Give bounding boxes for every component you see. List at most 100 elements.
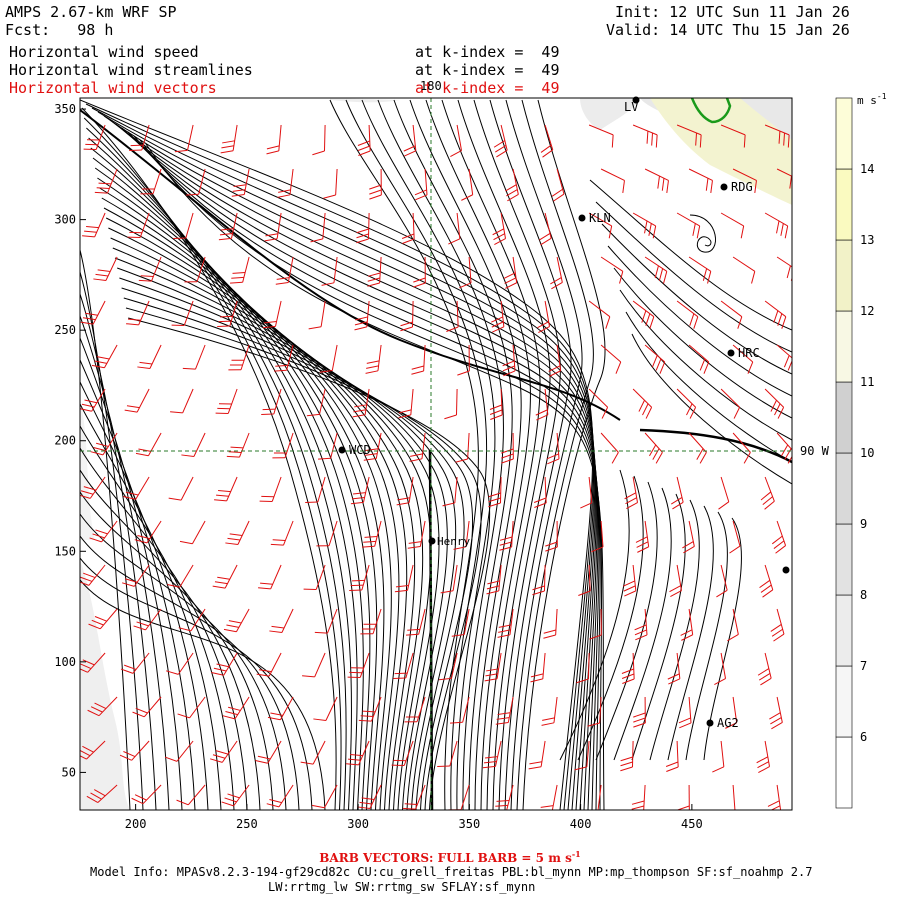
wind-barb: [550, 256, 563, 290]
init-time: Init: 12 UTC Sun 11 Jan 26: [615, 3, 850, 21]
streamline: [522, 99, 606, 810]
field-label-vectors: Horizontal wind vectors: [9, 79, 217, 97]
y-tick-label: 250: [54, 323, 76, 337]
wind-barb: [760, 476, 775, 510]
wind-barb: [459, 256, 472, 289]
wind-barb: [134, 520, 162, 544]
wind-barb: [140, 168, 162, 195]
station-KLN: KLN: [578, 211, 611, 225]
streamline: [595, 481, 658, 761]
x-tick-label: 350: [459, 817, 481, 831]
wind-barb: [394, 564, 414, 593]
wind-barb: [131, 784, 162, 805]
wind-barb: [222, 696, 250, 720]
wind-barb: [82, 212, 106, 238]
streamline: [631, 333, 792, 485]
wind-barb: [80, 740, 106, 760]
wind-barb: [184, 256, 206, 283]
colorbar-bin: [835, 523, 853, 596]
streamline: [80, 249, 131, 810]
wind-barb: [588, 388, 609, 419]
streamline: [516, 99, 594, 810]
wind-barb: [256, 652, 282, 677]
wind-barb: [759, 564, 774, 598]
wind-barb: [220, 124, 238, 154]
wind-barb: [600, 256, 624, 284]
streamline: [145, 143, 605, 810]
streamline: [80, 315, 170, 810]
wind-barb: [767, 784, 782, 810]
wind-barb: [720, 388, 741, 419]
x-tick-label: 250: [236, 817, 258, 831]
colorbar-bin: [835, 97, 853, 170]
wind-barb: [589, 608, 602, 640]
streamline: [489, 99, 572, 810]
streamline: [425, 99, 531, 810]
wind-barb: [80, 300, 106, 325]
wind-barb: [537, 300, 551, 334]
wind-barb: [138, 256, 162, 282]
wind-barb: [406, 608, 426, 636]
wind-barb: [357, 124, 371, 156]
wind-barb: [360, 608, 382, 635]
wind-barb: [718, 476, 730, 510]
streamline: [119, 277, 457, 810]
wind-barb: [362, 520, 382, 548]
streamline: [377, 99, 505, 810]
streamline: [121, 127, 599, 810]
colorbar-level-label: 11: [860, 375, 874, 389]
wind-barb: [137, 344, 162, 369]
streamline: [97, 177, 378, 810]
streamline: [631, 493, 686, 761]
wind-barb: [171, 300, 194, 326]
streamline: [94, 167, 371, 810]
wind-speed-contour: [690, 98, 732, 124]
wind-barb: [221, 784, 250, 807]
x-tick-label: 200: [125, 817, 147, 831]
streamline: [123, 297, 474, 810]
streamline: [80, 271, 144, 810]
wind-barb: [124, 388, 150, 413]
wind-barb: [126, 300, 150, 326]
wind-barb: [391, 740, 414, 766]
wind-barb: [533, 476, 547, 508]
wind-barb: [119, 740, 150, 761]
wind-barb: [120, 652, 150, 674]
wind-barb: [676, 388, 697, 419]
wind-barb: [631, 784, 646, 810]
wind-barb: [164, 740, 194, 762]
wind-barb: [358, 696, 382, 722]
wind-barb: [720, 124, 746, 148]
wind-barb: [543, 608, 558, 639]
x-tick-label: 450: [681, 817, 703, 831]
wind-barb: [688, 432, 707, 464]
streamline: [128, 317, 491, 810]
map-frame: [79, 97, 793, 811]
field-level-streamlines: at k-index = 49: [415, 61, 560, 79]
wind-barb: [764, 212, 789, 239]
streamline: [613, 487, 672, 761]
wind-barb: [493, 124, 508, 158]
wind-barb: [776, 168, 792, 189]
wind-barb: [266, 124, 282, 155]
station-label-AG2: AG2: [717, 716, 739, 730]
wind-barb: [173, 212, 194, 239]
wind-barb: [272, 432, 294, 459]
model-info: Model Info: MPASv8.2.3-194-gf29cd82c CU:…: [90, 865, 813, 879]
wind-barb: [450, 124, 463, 158]
wind-barb: [502, 344, 516, 377]
wind-barb: [354, 300, 370, 331]
streamline: [86, 127, 347, 810]
streamline: [559, 469, 630, 761]
wind-barb: [306, 388, 326, 417]
wind-barb: [258, 564, 282, 590]
meridian-label: 180: [420, 79, 442, 93]
wind-barb: [588, 300, 611, 329]
colorbar: 6 7 8 9 10 11 12 13 14: [835, 97, 874, 809]
wind-barb: [532, 564, 546, 596]
y-tick-label: 200: [54, 434, 76, 448]
wind-barb: [404, 696, 426, 723]
colorbar-level-label: 8: [860, 588, 867, 602]
wind-barb: [461, 168, 474, 201]
wind-barb: [270, 520, 294, 546]
